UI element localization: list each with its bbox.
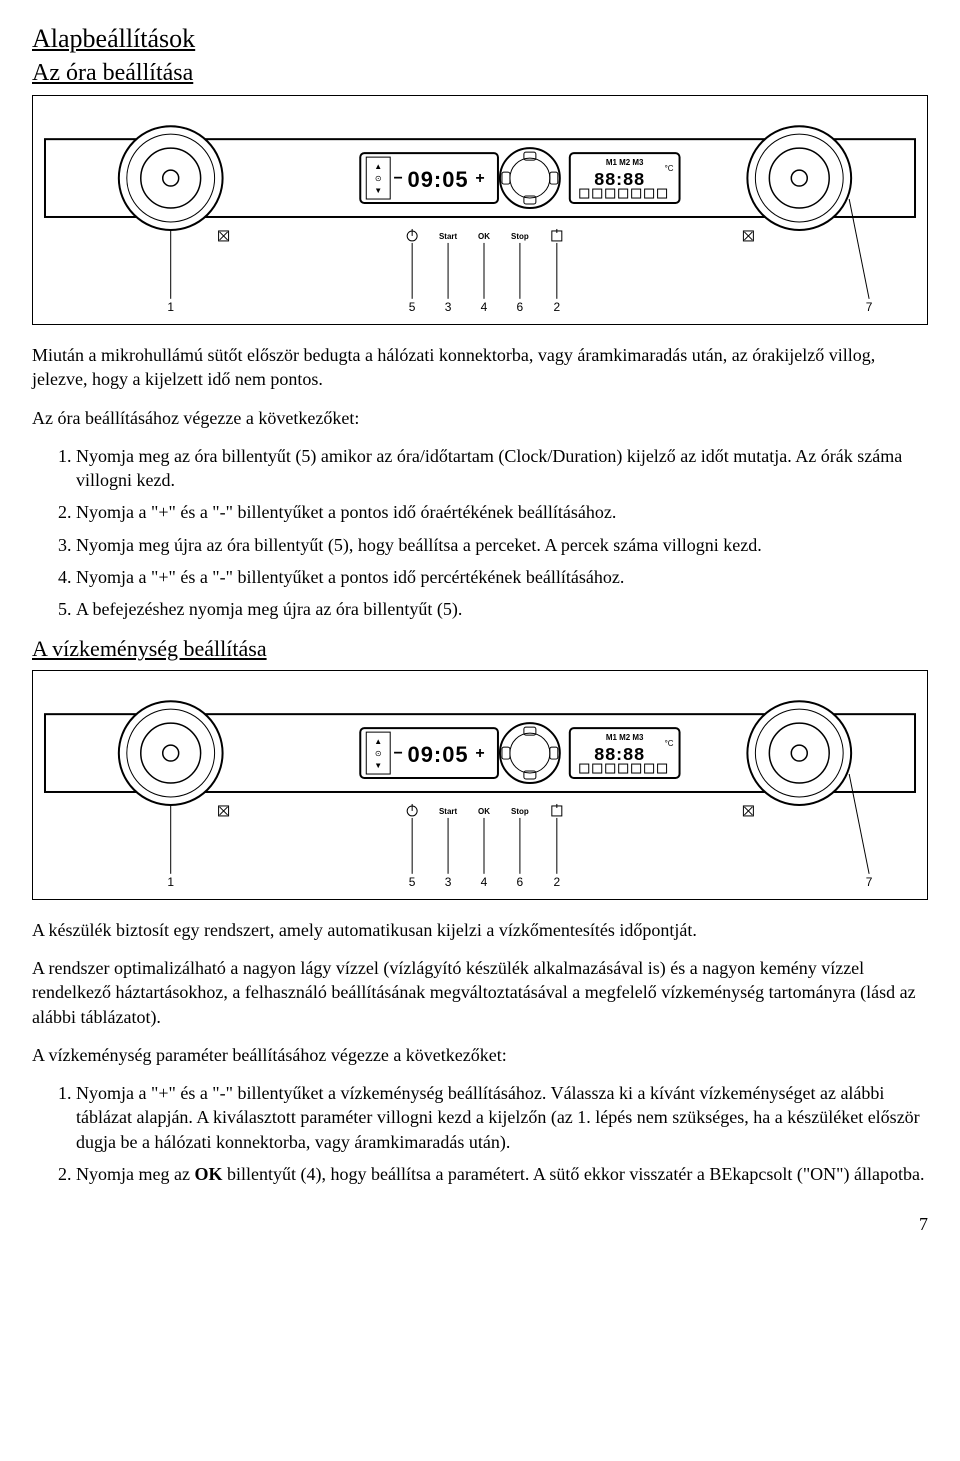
callout-6: 6 [517, 300, 524, 314]
svg-text:▼: ▼ [374, 761, 382, 770]
minus-button-icon: − [394, 170, 403, 187]
svg-text:7: 7 [866, 874, 873, 888]
control-panel-svg-2: 1 ▲ ⊙ ▼ − 09:05 + M1 M2 M3 88:88 °C 7 St… [41, 681, 919, 891]
svg-text:1: 1 [167, 874, 174, 888]
svg-text:M1 M2 M3: M1 M2 M3 [606, 733, 644, 742]
callout-7: 7 [866, 300, 873, 314]
control-panel-svg: 1 ▲ ⊙ ▼ − 09:05 + [41, 106, 919, 316]
clock-step: Nyomja meg újra az óra billentyűt (5), h… [76, 533, 928, 557]
svg-text:⊙: ⊙ [375, 174, 382, 183]
water-heading: A vízkeménység beállítása [32, 636, 928, 662]
callout-4: 4 [481, 300, 488, 314]
water-p2: A rendszer optimalizálható a nagyon lágy… [32, 956, 928, 1029]
water-step: Nyomja a "+" és a "-" billentyűket a víz… [76, 1081, 928, 1154]
left-dial [119, 126, 223, 230]
clock-intro: Miután a mikrohullámú sütőt először bedu… [32, 343, 928, 392]
clock-step: Nyomja a "+" és a "-" billentyűket a pon… [76, 565, 928, 589]
svg-text:5: 5 [409, 874, 416, 888]
svg-text:▼: ▼ [374, 186, 382, 195]
right-display-group: M1 M2 M3 88:88 °C [570, 153, 680, 203]
clock-step: Nyomja meg az óra billentyűt (5) amikor … [76, 444, 928, 493]
svg-text:−: − [394, 745, 403, 762]
water-step: Nyomja meg az OK billentyűt (4), hogy be… [76, 1162, 928, 1186]
control-panel-diagram-2: 1 ▲ ⊙ ▼ − 09:05 + M1 M2 M3 88:88 °C 7 St… [32, 670, 928, 900]
memory-labels: M1 M2 M3 [606, 158, 644, 167]
svg-text:Stop: Stop [511, 807, 529, 816]
section-title: Alapbeállítások [32, 24, 928, 54]
control-panel-diagram-1: 1 ▲ ⊙ ▼ − 09:05 + [32, 95, 928, 325]
secondary-display: 88:88 [594, 169, 645, 189]
svg-text:OK: OK [478, 807, 490, 816]
callout-1: 1 [167, 300, 174, 314]
svg-text:2: 2 [553, 874, 560, 888]
clock-step: Nyomja a "+" és a "-" billentyűket a pon… [76, 500, 928, 524]
svg-text:⊙: ⊙ [375, 749, 382, 758]
center-knob [500, 148, 560, 208]
svg-text:3: 3 [445, 874, 452, 888]
clock-lead: Az óra beállításához végezze a következő… [32, 406, 928, 430]
svg-text:°C: °C [665, 164, 674, 173]
water-steps: Nyomja a "+" és a "-" billentyűket a víz… [32, 1081, 928, 1186]
svg-text:4: 4 [481, 874, 488, 888]
right-dial [747, 126, 851, 230]
svg-text:Stop: Stop [511, 232, 529, 241]
svg-text:09:05: 09:05 [408, 742, 469, 767]
svg-text:+: + [475, 745, 484, 762]
clock-steps: Nyomja meg az óra billentyűt (5) amikor … [32, 444, 928, 622]
button-row: Start OK Stop [407, 229, 562, 241]
clock-step: A befejezéshez nyomja meg újra az óra bi… [76, 597, 928, 621]
water-p3: A vízkeménység paraméter beállításához v… [32, 1043, 928, 1067]
svg-text:▲: ▲ [374, 162, 382, 171]
callout-2: 2 [553, 300, 560, 314]
svg-text:Start: Start [439, 807, 458, 816]
svg-text:Start: Start [439, 232, 458, 241]
callout-3: 3 [445, 300, 452, 314]
plus-button-icon: + [475, 170, 484, 187]
svg-text:88:88: 88:88 [594, 744, 645, 764]
clock-heading: Az óra beállítása [32, 60, 928, 87]
svg-text:▲: ▲ [374, 737, 382, 746]
callout-5: 5 [409, 300, 416, 314]
svg-text:OK: OK [478, 232, 490, 241]
page-number: 7 [32, 1214, 928, 1235]
center-display-group: ▲ ⊙ ▼ − 09:05 + [360, 153, 498, 203]
svg-text:°C: °C [665, 739, 674, 748]
svg-text:6: 6 [517, 874, 524, 888]
time-display: 09:05 [408, 167, 469, 192]
water-p1: A készülék biztosít egy rendszert, amely… [32, 918, 928, 942]
